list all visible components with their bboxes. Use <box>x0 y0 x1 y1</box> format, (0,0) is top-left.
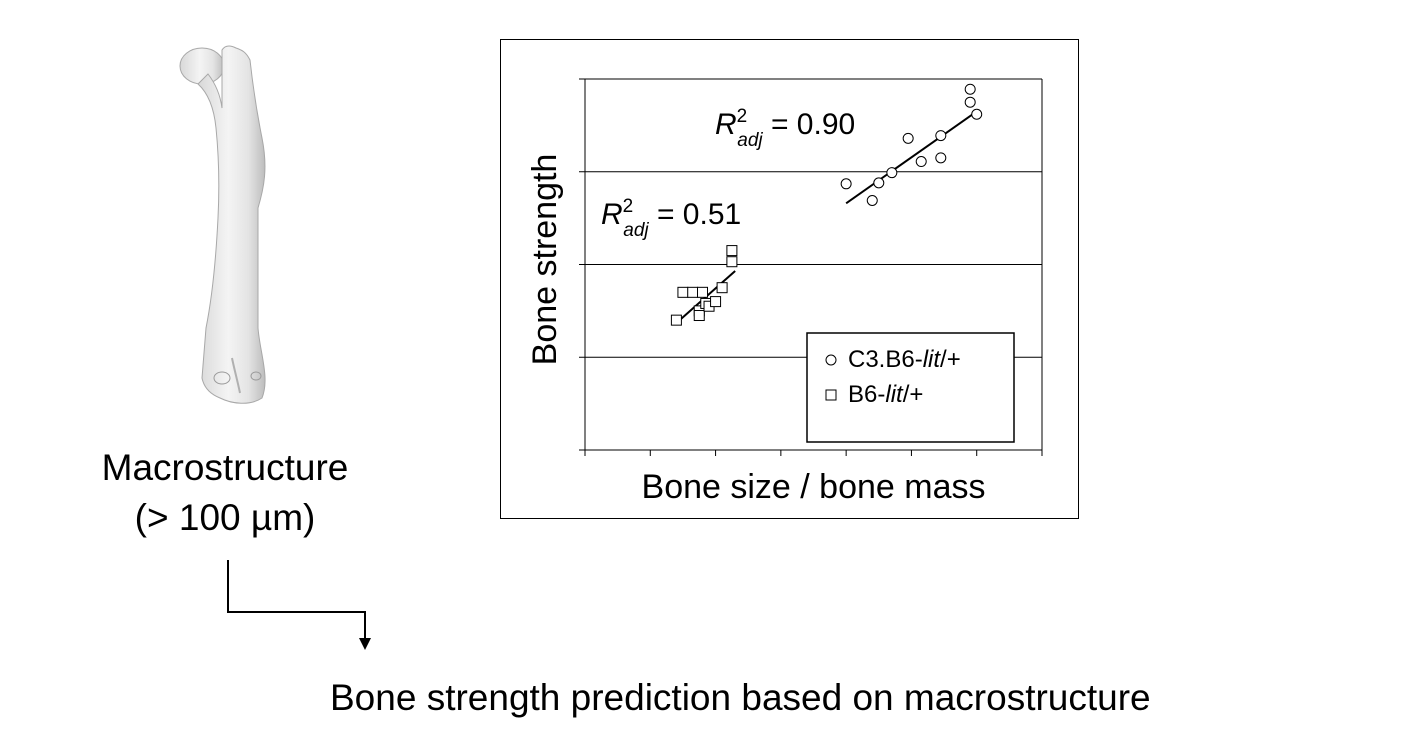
legend-box <box>806 332 1015 443</box>
point-b6-0 <box>670 314 682 326</box>
x-axis-label: Bone size / bone mass <box>642 468 986 506</box>
point-b6-5 <box>697 286 709 298</box>
point-c3b6-10 <box>971 108 983 120</box>
fit-line-c3b6 <box>845 110 978 205</box>
macrostructure-caption: Macrostructure (> 100 µm) <box>60 443 390 543</box>
point-b6-9 <box>716 282 728 294</box>
legend-label-c3b6: C3.B6-lit/+ <box>848 346 961 373</box>
r2-label-b6: R2 adj = 0.51 <box>601 196 741 241</box>
y-axis-label: Bone strength <box>526 154 564 366</box>
point-c3b6-8 <box>964 83 976 95</box>
point-c3b6-5 <box>915 156 927 168</box>
point-c3b6-1 <box>866 195 878 207</box>
point-c3b6-0 <box>840 178 852 190</box>
point-b6-1 <box>677 286 689 298</box>
point-b6-11 <box>726 245 738 257</box>
point-b6-10 <box>726 256 738 268</box>
macrostructure-scale: (> 100 µm) <box>134 497 316 538</box>
legend-label-b6: B6-lit/+ <box>848 381 923 408</box>
point-c3b6-6 <box>935 130 947 142</box>
legend-marker-b6 <box>825 389 837 401</box>
point-c3b6-7 <box>935 152 947 164</box>
point-b6-2 <box>687 286 699 298</box>
macrostructure-title: Macrostructure <box>101 447 349 488</box>
point-b6-8 <box>710 296 722 308</box>
legend-marker-c3b6 <box>825 354 837 366</box>
point-c3b6-3 <box>886 167 898 179</box>
point-b6-4 <box>693 310 705 322</box>
point-c3b6-4 <box>902 132 914 144</box>
point-c3b6-9 <box>964 96 976 108</box>
femur-image <box>179 45 266 404</box>
r2-label-c3b6: R2 adj = 0.90 <box>715 106 855 151</box>
point-c3b6-2 <box>873 177 885 189</box>
bottom-caption: Bone strength prediction based on macros… <box>330 677 1151 718</box>
